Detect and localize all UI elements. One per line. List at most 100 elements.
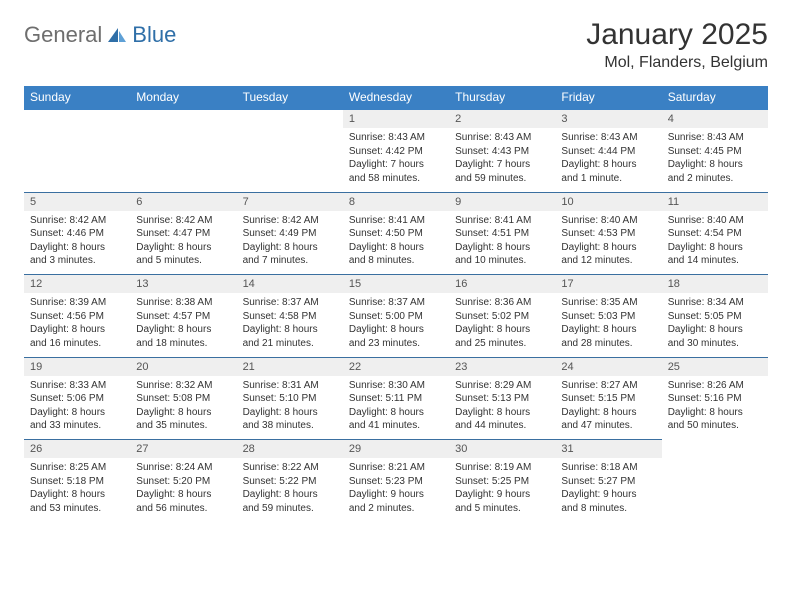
day-d2: and 18 minutes. xyxy=(136,337,230,351)
day-d2: and 35 minutes. xyxy=(136,419,230,433)
day-d2: and 8 minutes. xyxy=(349,254,443,268)
day-d1: Daylight: 8 hours xyxy=(243,323,337,337)
day-ss: Sunset: 5:16 PM xyxy=(668,392,762,406)
day-number-cell: 10 xyxy=(555,192,661,211)
day-number-cell: 8 xyxy=(343,192,449,211)
day-sr: Sunrise: 8:36 AM xyxy=(455,296,549,310)
day-sr: Sunrise: 8:33 AM xyxy=(30,379,124,393)
day-d2: and 8 minutes. xyxy=(561,502,655,516)
day-ss: Sunset: 5:22 PM xyxy=(243,475,337,489)
day-sr: Sunrise: 8:24 AM xyxy=(136,461,230,475)
day-number-cell xyxy=(130,109,236,128)
day-d2: and 56 minutes. xyxy=(136,502,230,516)
day-detail-cell: Sunrise: 8:30 AMSunset: 5:11 PMDaylight:… xyxy=(343,376,449,440)
day-ss: Sunset: 5:15 PM xyxy=(561,392,655,406)
day-number-cell xyxy=(24,109,130,128)
day-d2: and 1 minute. xyxy=(561,172,655,186)
day-number-cell: 23 xyxy=(449,357,555,376)
day-number-cell: 5 xyxy=(24,192,130,211)
day-detail-row: Sunrise: 8:25 AMSunset: 5:18 PMDaylight:… xyxy=(24,458,768,522)
day-d2: and 7 minutes. xyxy=(243,254,337,268)
day-d2: and 5 minutes. xyxy=(136,254,230,268)
day-ss: Sunset: 5:11 PM xyxy=(349,392,443,406)
day-number-cell: 6 xyxy=(130,192,236,211)
day-d2: and 2 minutes. xyxy=(349,502,443,516)
day-ss: Sunset: 4:44 PM xyxy=(561,145,655,159)
day-detail-cell: Sunrise: 8:21 AMSunset: 5:23 PMDaylight:… xyxy=(343,458,449,522)
day-number-cell: 4 xyxy=(662,109,768,128)
day-sr: Sunrise: 8:37 AM xyxy=(243,296,337,310)
logo-sail-icon xyxy=(106,26,128,44)
day-d1: Daylight: 8 hours xyxy=(30,488,124,502)
day-detail-row: Sunrise: 8:42 AMSunset: 4:46 PMDaylight:… xyxy=(24,211,768,275)
day-sr: Sunrise: 8:43 AM xyxy=(349,131,443,145)
day-detail-cell: Sunrise: 8:42 AMSunset: 4:46 PMDaylight:… xyxy=(24,211,130,275)
day-d1: Daylight: 8 hours xyxy=(561,241,655,255)
day-sr: Sunrise: 8:42 AM xyxy=(136,214,230,228)
day-ss: Sunset: 5:00 PM xyxy=(349,310,443,324)
day-detail-cell xyxy=(662,458,768,522)
day-number-row: 1234 xyxy=(24,109,768,128)
day-ss: Sunset: 4:45 PM xyxy=(668,145,762,159)
day-d2: and 53 minutes. xyxy=(30,502,124,516)
day-detail-cell: Sunrise: 8:38 AMSunset: 4:57 PMDaylight:… xyxy=(130,293,236,357)
day-sr: Sunrise: 8:38 AM xyxy=(136,296,230,310)
day-detail-cell xyxy=(24,128,130,192)
day-ss: Sunset: 4:54 PM xyxy=(668,227,762,241)
day-sr: Sunrise: 8:43 AM xyxy=(455,131,549,145)
day-detail-cell: Sunrise: 8:43 AMSunset: 4:43 PMDaylight:… xyxy=(449,128,555,192)
weekday-header: Monday xyxy=(130,86,236,109)
day-d2: and 50 minutes. xyxy=(668,419,762,433)
day-ss: Sunset: 4:49 PM xyxy=(243,227,337,241)
day-ss: Sunset: 4:47 PM xyxy=(136,227,230,241)
day-sr: Sunrise: 8:29 AM xyxy=(455,379,549,393)
day-d1: Daylight: 8 hours xyxy=(243,406,337,420)
day-detail-cell: Sunrise: 8:29 AMSunset: 5:13 PMDaylight:… xyxy=(449,376,555,440)
day-d1: Daylight: 9 hours xyxy=(561,488,655,502)
day-number-cell: 13 xyxy=(130,275,236,294)
day-number-cell xyxy=(237,109,343,128)
day-ss: Sunset: 5:05 PM xyxy=(668,310,762,324)
day-d2: and 23 minutes. xyxy=(349,337,443,351)
day-detail-cell: Sunrise: 8:39 AMSunset: 4:56 PMDaylight:… xyxy=(24,293,130,357)
day-detail-row: Sunrise: 8:39 AMSunset: 4:56 PMDaylight:… xyxy=(24,293,768,357)
day-detail-row: Sunrise: 8:33 AMSunset: 5:06 PMDaylight:… xyxy=(24,376,768,440)
day-detail-cell: Sunrise: 8:37 AMSunset: 4:58 PMDaylight:… xyxy=(237,293,343,357)
day-d1: Daylight: 8 hours xyxy=(668,241,762,255)
logo-text-blue: Blue xyxy=(132,22,176,48)
day-number-cell: 24 xyxy=(555,357,661,376)
day-d1: Daylight: 8 hours xyxy=(136,323,230,337)
day-d1: Daylight: 8 hours xyxy=(668,406,762,420)
day-ss: Sunset: 5:10 PM xyxy=(243,392,337,406)
day-d2: and 25 minutes. xyxy=(455,337,549,351)
day-number-cell: 27 xyxy=(130,440,236,459)
day-d1: Daylight: 9 hours xyxy=(455,488,549,502)
day-number-cell: 16 xyxy=(449,275,555,294)
day-d1: Daylight: 8 hours xyxy=(30,323,124,337)
day-sr: Sunrise: 8:26 AM xyxy=(668,379,762,393)
day-detail-cell: Sunrise: 8:43 AMSunset: 4:44 PMDaylight:… xyxy=(555,128,661,192)
day-sr: Sunrise: 8:39 AM xyxy=(30,296,124,310)
day-ss: Sunset: 5:02 PM xyxy=(455,310,549,324)
day-number-cell: 30 xyxy=(449,440,555,459)
day-d1: Daylight: 8 hours xyxy=(136,241,230,255)
day-detail-cell: Sunrise: 8:33 AMSunset: 5:06 PMDaylight:… xyxy=(24,376,130,440)
day-sr: Sunrise: 8:30 AM xyxy=(349,379,443,393)
day-number-row: 567891011 xyxy=(24,192,768,211)
day-d1: Daylight: 8 hours xyxy=(668,158,762,172)
day-d2: and 47 minutes. xyxy=(561,419,655,433)
day-ss: Sunset: 4:50 PM xyxy=(349,227,443,241)
day-d2: and 41 minutes. xyxy=(349,419,443,433)
day-detail-cell: Sunrise: 8:18 AMSunset: 5:27 PMDaylight:… xyxy=(555,458,661,522)
day-ss: Sunset: 5:25 PM xyxy=(455,475,549,489)
day-number-cell: 26 xyxy=(24,440,130,459)
day-d1: Daylight: 8 hours xyxy=(455,406,549,420)
day-d1: Daylight: 8 hours xyxy=(455,323,549,337)
day-ss: Sunset: 4:43 PM xyxy=(455,145,549,159)
day-d1: Daylight: 8 hours xyxy=(561,158,655,172)
day-detail-cell: Sunrise: 8:41 AMSunset: 4:50 PMDaylight:… xyxy=(343,211,449,275)
day-detail-cell: Sunrise: 8:37 AMSunset: 5:00 PMDaylight:… xyxy=(343,293,449,357)
day-number-cell: 11 xyxy=(662,192,768,211)
day-number-cell: 31 xyxy=(555,440,661,459)
day-number-cell: 22 xyxy=(343,357,449,376)
